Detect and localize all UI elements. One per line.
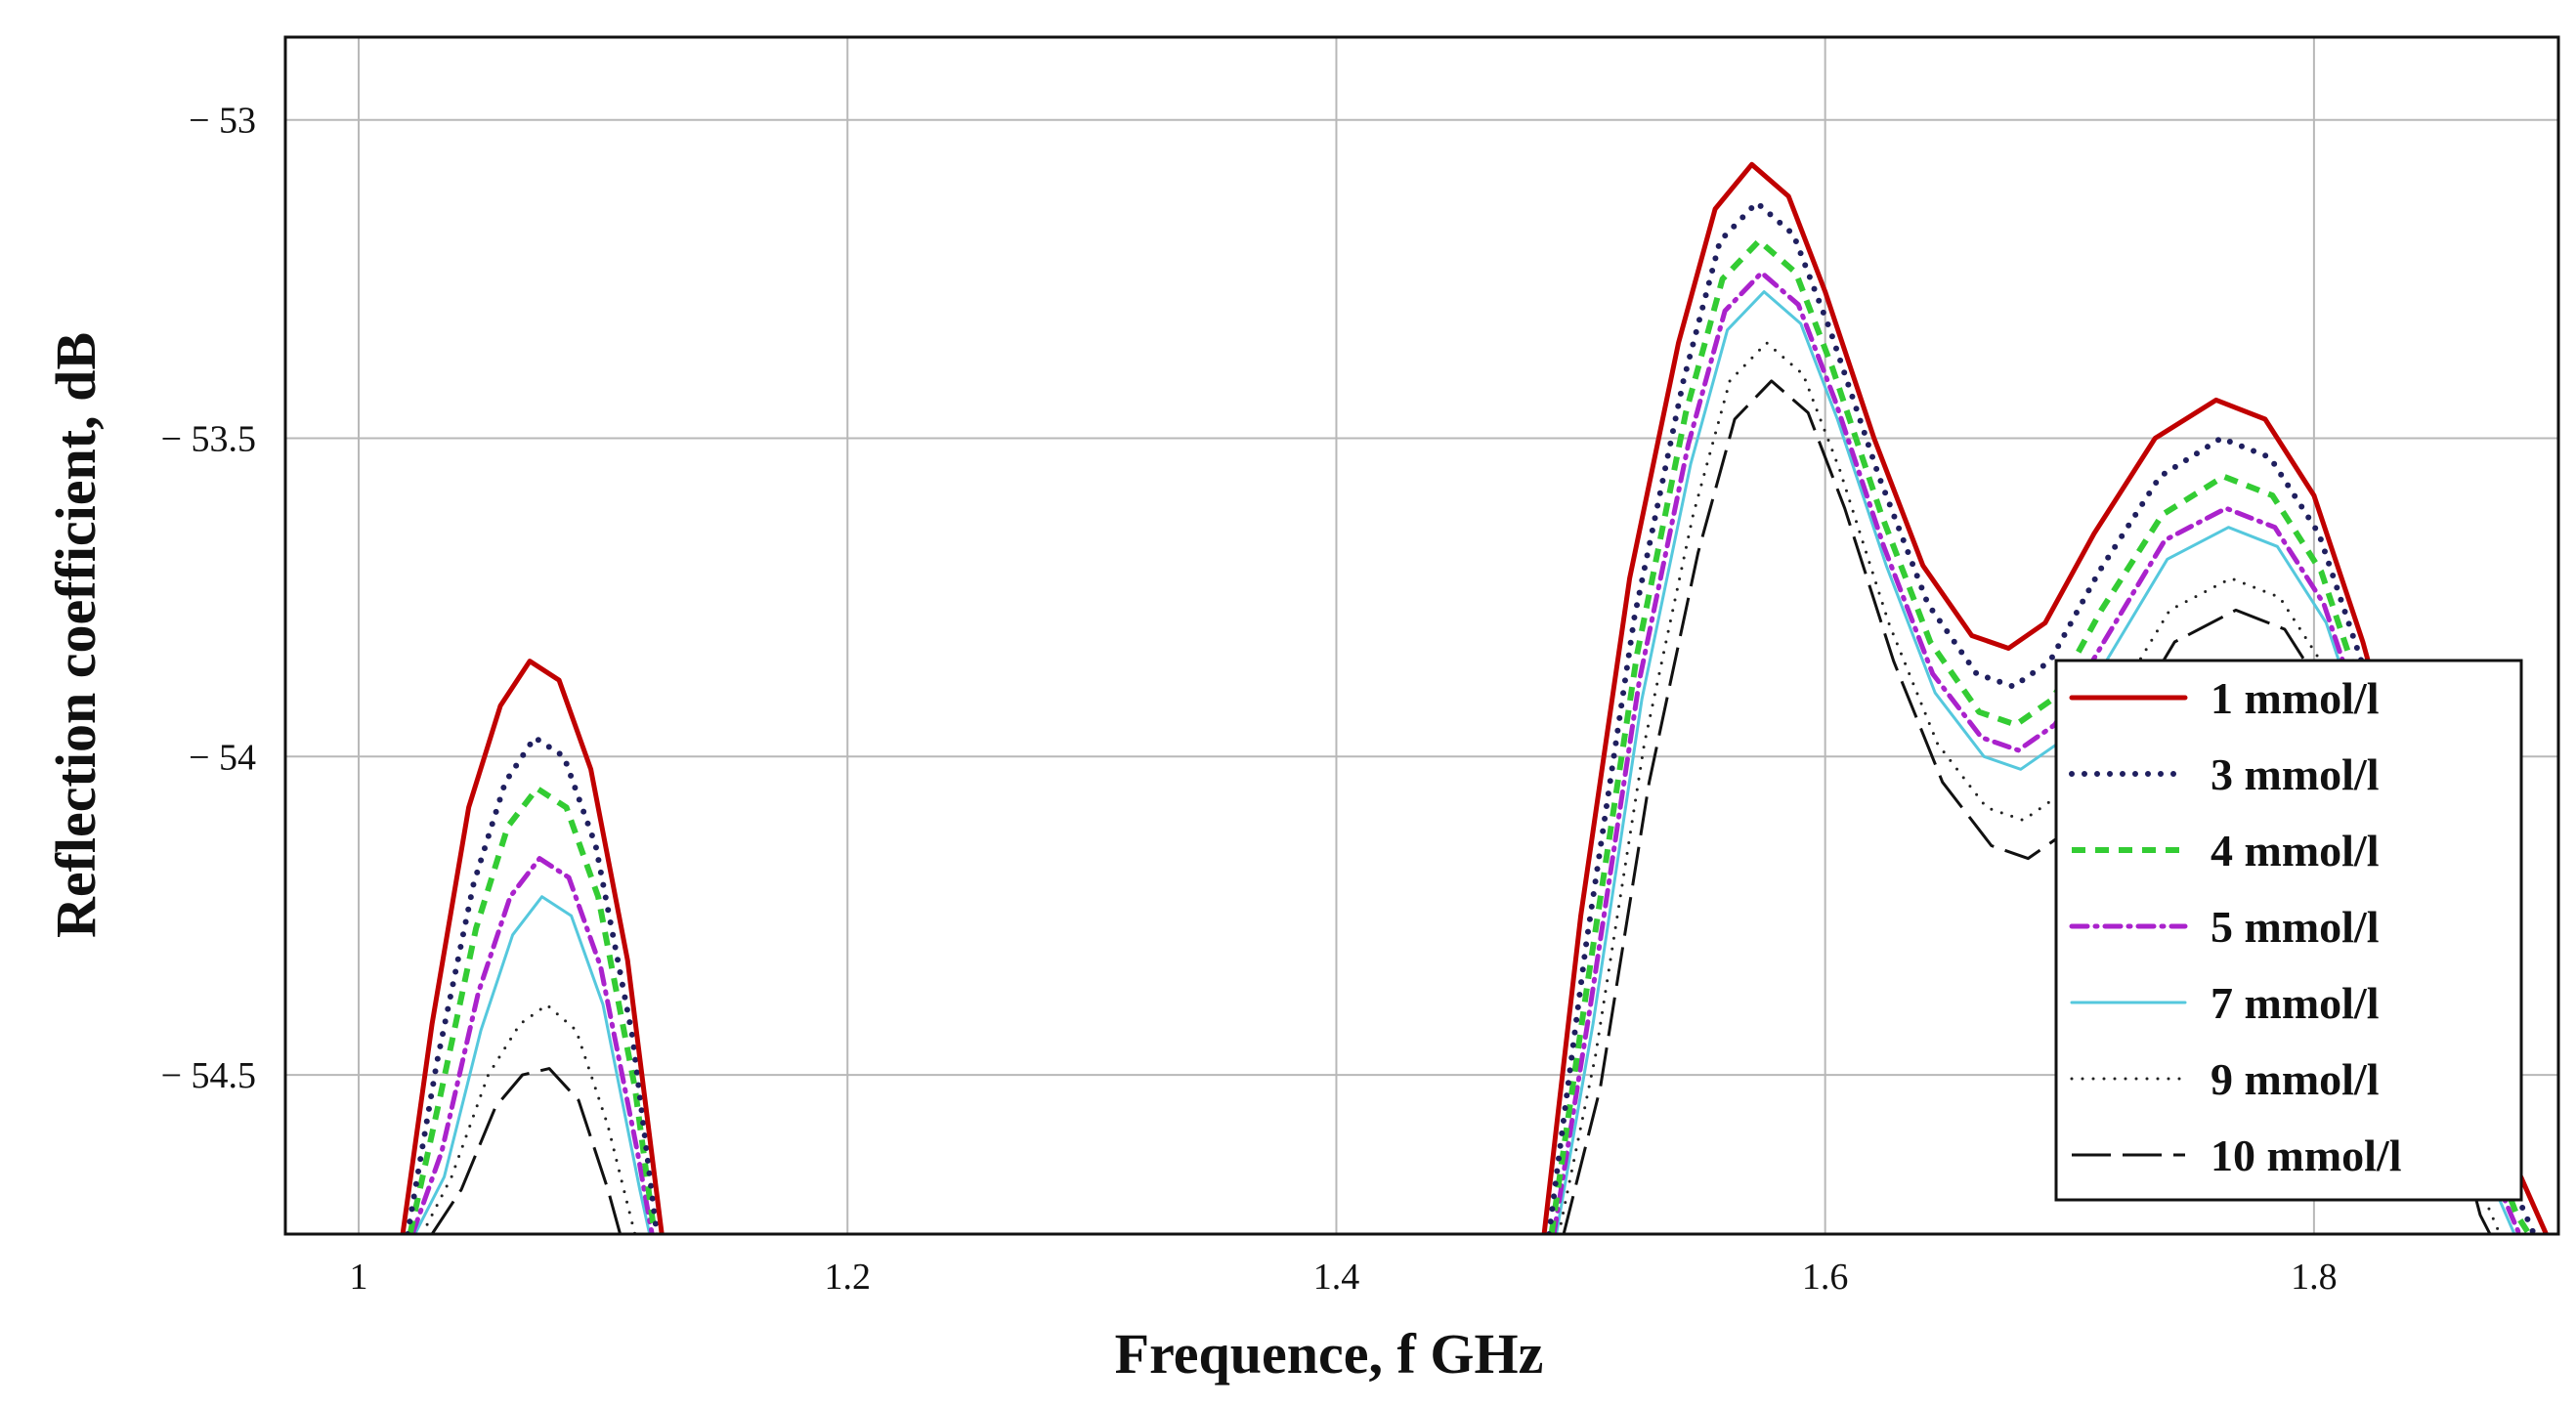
y-tick-label: − 54 (189, 737, 256, 778)
series-line (400, 659, 665, 1234)
legend-label: 10 mmol/l (2211, 1131, 2401, 1180)
legend-label: 5 mmol/l (2211, 902, 2379, 952)
series-line (405, 734, 661, 1234)
y-tick-label: − 54.5 (161, 1055, 256, 1096)
series-line (420, 1003, 637, 1234)
legend-label: 7 mmol/l (2211, 978, 2379, 1028)
plot-frame (283, 35, 2560, 1236)
legend-label: 1 mmol/l (2211, 673, 2379, 723)
legend: 1 mmol/l 3 mmol/l 4 mmol/l 5 mmol/l 7 mmol/l… (2054, 659, 2523, 1202)
legend-box (2054, 659, 2523, 1202)
x-tick-label: 1.4 (1313, 1257, 1360, 1298)
series-line (430, 1067, 623, 1234)
x-tick-label: 1 (350, 1257, 368, 1298)
x-tick-label: 1.6 (1802, 1257, 1849, 1298)
x-tick-label: 1.2 (824, 1257, 871, 1298)
y-axis-title: Reflection coefficient, dB (44, 332, 107, 938)
legend-label: 9 mmol/l (2211, 1054, 2379, 1104)
y-tick-label: − 53.5 (161, 419, 256, 460)
y-tick-labels: − 53 − 53.5 − 54 − 54.5 (161, 101, 256, 1096)
x-tick-label: 1.8 (2291, 1257, 2338, 1298)
x-axis-title: Frequence, f GHz (1115, 1322, 1544, 1386)
series-line (407, 785, 658, 1234)
series-line (413, 895, 652, 1234)
x-tick-labels: 1 1.2 1.4 1.6 1.8 (350, 1257, 2338, 1298)
y-tick-label: − 53 (189, 101, 256, 142)
legend-label: 3 mmol/l (2211, 749, 2379, 799)
legend-label: 4 mmol/l (2211, 826, 2379, 875)
series-line (409, 856, 655, 1234)
series-line (1546, 199, 2537, 1234)
